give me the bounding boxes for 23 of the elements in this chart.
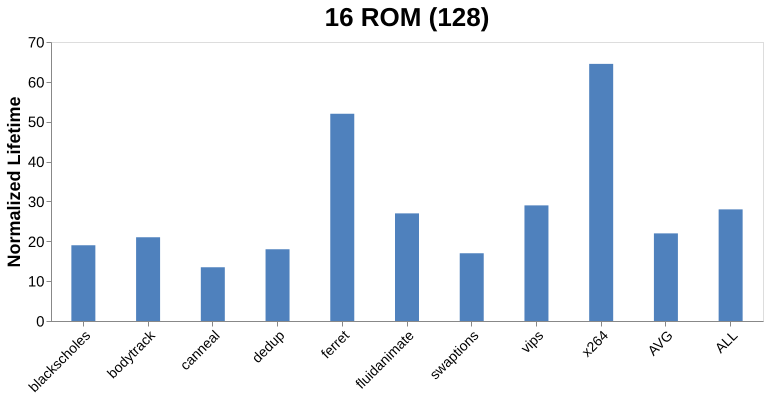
y-tick-label: 30 bbox=[28, 194, 44, 211]
bar bbox=[395, 213, 419, 321]
y-tick-label: 60 bbox=[28, 74, 44, 92]
bar bbox=[524, 205, 548, 321]
y-tick-label: 0 bbox=[36, 314, 44, 330]
bar bbox=[266, 249, 290, 321]
y-tick-label: 10 bbox=[28, 274, 44, 291]
bar bbox=[589, 64, 614, 321]
bar bbox=[136, 237, 160, 321]
bar bbox=[330, 114, 354, 321]
y-axis-title: Normalized Lifetime bbox=[4, 96, 24, 268]
bar bbox=[200, 267, 225, 321]
y-tick-label: 20 bbox=[28, 234, 44, 251]
bar bbox=[460, 253, 484, 321]
bar bbox=[71, 245, 96, 321]
bar bbox=[654, 233, 678, 321]
x-tick-label: vips bbox=[517, 327, 546, 356]
y-tick-label: 40 bbox=[28, 154, 44, 172]
y-tick-label: 70 bbox=[28, 34, 44, 52]
y-tick-label: 50 bbox=[28, 114, 44, 132]
bar bbox=[718, 209, 743, 321]
chart-title: 16 ROM (128) bbox=[324, 2, 490, 32]
x-tick-label: ALL bbox=[712, 326, 741, 356]
